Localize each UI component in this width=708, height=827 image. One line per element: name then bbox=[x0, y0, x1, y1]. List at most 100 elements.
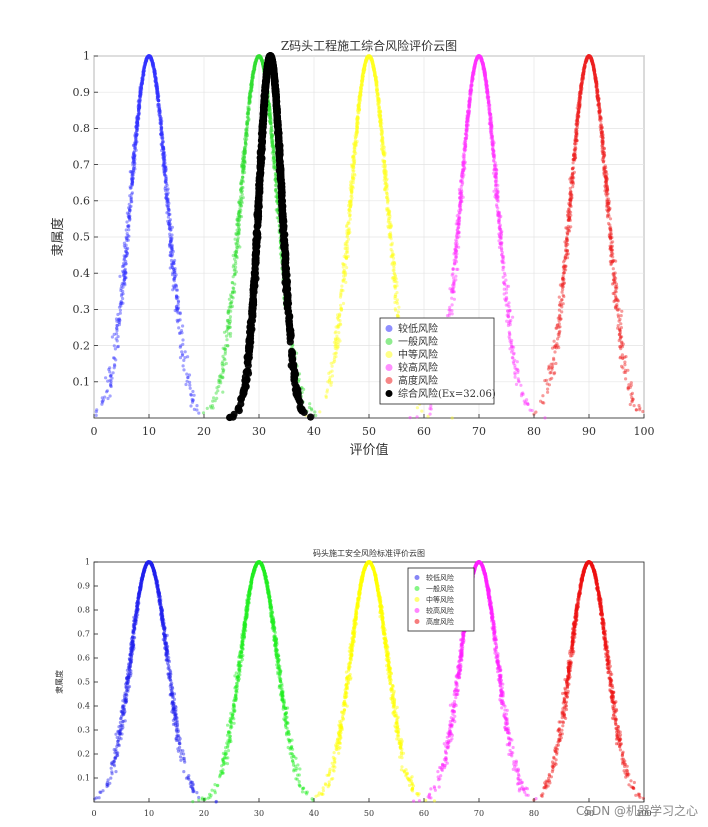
data-point bbox=[356, 126, 359, 129]
data-point bbox=[133, 162, 136, 165]
data-point bbox=[454, 242, 457, 245]
data-point bbox=[104, 376, 107, 379]
data-point bbox=[249, 94, 252, 97]
data-point bbox=[451, 274, 454, 277]
data-point bbox=[246, 106, 249, 109]
data-point bbox=[633, 404, 636, 407]
data-point bbox=[491, 142, 494, 145]
data-point bbox=[122, 262, 125, 265]
data-point bbox=[217, 381, 220, 384]
data-point bbox=[232, 265, 235, 268]
data-point bbox=[344, 274, 347, 277]
data-point bbox=[160, 133, 163, 136]
data-point bbox=[234, 262, 237, 265]
data-point bbox=[239, 181, 242, 184]
data-point bbox=[362, 69, 365, 72]
data-point bbox=[351, 176, 354, 179]
data-point bbox=[482, 68, 485, 71]
data-point bbox=[168, 220, 171, 223]
data-point bbox=[179, 356, 182, 359]
data-point bbox=[337, 331, 340, 334]
data-point bbox=[480, 60, 483, 63]
data-point bbox=[139, 90, 142, 93]
data-point bbox=[110, 377, 113, 380]
data-point bbox=[344, 281, 347, 284]
data-point bbox=[500, 246, 503, 249]
data-point bbox=[158, 111, 161, 114]
data-point bbox=[394, 287, 397, 290]
data-point bbox=[456, 214, 459, 217]
data-point bbox=[232, 286, 235, 289]
data-point bbox=[469, 93, 472, 96]
data-point bbox=[127, 224, 130, 227]
data-point bbox=[638, 406, 641, 409]
data-point bbox=[546, 388, 549, 391]
data-point bbox=[206, 407, 209, 410]
data-point bbox=[188, 384, 191, 387]
data-point bbox=[228, 322, 231, 325]
data-point bbox=[458, 231, 461, 234]
data-point bbox=[565, 253, 568, 256]
data-point bbox=[308, 402, 311, 405]
data-point bbox=[362, 72, 365, 75]
data-point bbox=[162, 152, 165, 155]
data-point bbox=[131, 191, 134, 194]
data-point bbox=[137, 106, 140, 109]
data-point bbox=[189, 404, 192, 407]
data-point bbox=[172, 278, 175, 281]
data-point bbox=[468, 103, 471, 106]
data-point bbox=[250, 80, 253, 83]
data-point bbox=[121, 265, 124, 268]
data-point bbox=[337, 345, 340, 348]
data-point bbox=[162, 161, 165, 164]
data-point bbox=[556, 337, 559, 340]
data-point bbox=[541, 394, 544, 397]
data-point bbox=[354, 139, 357, 142]
data-point bbox=[492, 159, 495, 162]
data-point bbox=[486, 95, 489, 98]
data-point bbox=[221, 371, 224, 374]
data-point bbox=[272, 147, 275, 150]
data-point bbox=[229, 293, 232, 296]
data-point bbox=[510, 339, 513, 342]
data-point bbox=[144, 61, 147, 64]
data-point bbox=[241, 167, 244, 170]
data-point bbox=[394, 293, 397, 296]
data-point bbox=[394, 277, 397, 280]
data-point bbox=[460, 185, 463, 188]
data-point bbox=[543, 416, 546, 419]
data-point bbox=[471, 78, 474, 81]
data-point bbox=[165, 192, 168, 195]
data-point bbox=[512, 360, 515, 363]
data-point bbox=[173, 269, 176, 272]
data-point bbox=[483, 71, 486, 74]
data-point bbox=[106, 397, 109, 400]
data-point bbox=[274, 174, 277, 177]
data-point bbox=[339, 291, 342, 294]
data-point bbox=[268, 113, 271, 116]
data-point bbox=[154, 77, 157, 80]
data-point bbox=[123, 254, 126, 257]
data-point bbox=[553, 350, 556, 353]
data-point bbox=[491, 145, 494, 148]
data-point bbox=[517, 369, 520, 372]
data-point bbox=[182, 368, 185, 371]
data-point bbox=[381, 143, 384, 146]
data-point bbox=[138, 100, 141, 103]
data-point bbox=[394, 309, 397, 312]
data-point bbox=[190, 394, 193, 397]
data-point bbox=[229, 302, 232, 305]
data-point bbox=[331, 365, 334, 368]
data-point bbox=[462, 196, 465, 199]
data-point bbox=[450, 309, 453, 312]
data-point bbox=[494, 182, 497, 185]
data-point bbox=[494, 187, 497, 190]
data-point bbox=[517, 377, 520, 380]
data-point bbox=[173, 275, 176, 278]
data-point bbox=[618, 320, 621, 323]
data-point bbox=[519, 384, 522, 387]
data-point bbox=[459, 201, 462, 204]
data-point bbox=[344, 247, 347, 250]
data-point bbox=[334, 352, 337, 355]
data-point bbox=[237, 211, 240, 214]
